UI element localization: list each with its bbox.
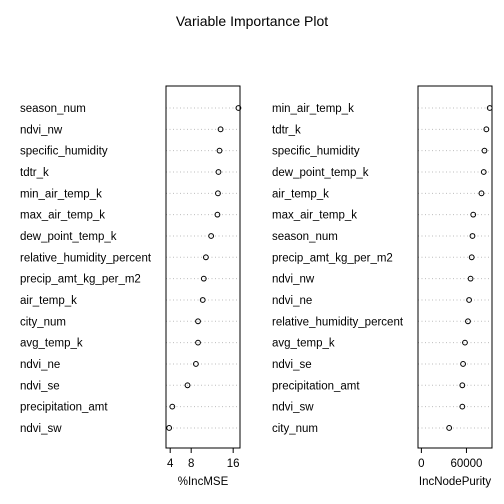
importance-point — [446, 425, 453, 431]
x-tick-label: 60000 — [450, 458, 482, 470]
variable-label: city_num — [272, 423, 318, 435]
importance-point — [166, 425, 173, 431]
importance-point — [462, 339, 468, 346]
variable-label: avg_temp_k — [20, 338, 83, 350]
importance-point — [459, 382, 466, 389]
importance-point — [215, 190, 221, 197]
variable-label: precip_amt_kg_per_m2 — [272, 252, 393, 264]
x-axis-label: IncNodePurity — [419, 476, 491, 488]
panel-incmse: season_num ndvi_nw specific_humidity tdtr_k… — [20, 85, 242, 488]
variable-label: ndvi_sw — [20, 423, 62, 435]
importance-point — [469, 233, 476, 239]
variable-label: season_num — [272, 231, 338, 243]
importance-point — [466, 297, 472, 303]
importance-point — [202, 254, 209, 261]
importance-point — [480, 169, 487, 175]
variable-label: min_air_temp_k — [20, 188, 102, 200]
variable-label: ndvi_se — [20, 380, 60, 392]
variable-label: dew_point_temp_k — [20, 231, 117, 243]
variable-label: precip_amt_kg_per_m2 — [20, 274, 141, 286]
figure-title: Variable Importance Plot — [176, 13, 328, 29]
importance-point — [199, 297, 206, 303]
variable-label: ndvi_ne — [272, 295, 312, 307]
variable-label: ndvi_sw — [272, 402, 314, 414]
variable-label: air_temp_k — [272, 188, 329, 200]
variable-label: season_num — [20, 103, 86, 115]
importance-point — [235, 105, 242, 111]
variable-label: ndvi_nw — [20, 124, 63, 136]
variable-label: ndvi_nw — [272, 274, 315, 286]
variable-label: relative_humidity_percent — [20, 252, 152, 264]
x-tick-label: 8 — [188, 458, 194, 470]
variable-label: precipitation_amt — [20, 402, 108, 414]
variable-label: dew_point_temp_k — [272, 167, 369, 179]
variable-label: city_num — [20, 316, 66, 328]
importance-point — [217, 126, 224, 133]
variable-label: precipitation_amt — [272, 380, 360, 392]
x-tick-label: 4 — [167, 458, 174, 470]
x-tick-label: 0 — [418, 458, 424, 470]
importance-point — [195, 339, 201, 346]
importance-point — [193, 361, 199, 367]
importance-point — [214, 211, 221, 218]
variable-label: max_air_temp_k — [20, 210, 105, 222]
importance-point — [460, 361, 466, 367]
importance-point — [216, 147, 223, 154]
variable-label: max_air_temp_k — [272, 210, 357, 222]
variable-label: ndvi_ne — [20, 359, 60, 371]
x-tick-label: 16 — [227, 458, 240, 470]
importance-point — [468, 254, 475, 261]
importance-point — [459, 403, 466, 410]
variable-label: specific_humidity — [272, 146, 360, 158]
importance-point — [208, 233, 215, 239]
variable-label: avg_temp_k — [272, 338, 335, 350]
importance-point — [215, 169, 222, 175]
variable-label: relative_humidity_percent — [272, 316, 404, 328]
variable-label: air_temp_k — [20, 295, 77, 307]
importance-point — [483, 126, 490, 133]
variable-label: tdtr_k — [20, 167, 49, 179]
variable-label: min_air_temp_k — [272, 103, 354, 115]
importance-point — [465, 318, 471, 325]
variable-label: tdtr_k — [272, 124, 301, 136]
variable-label: specific_humidity — [20, 146, 108, 158]
variable-label: ndvi_se — [272, 359, 312, 371]
plot-frame — [165, 85, 241, 449]
x-axis-label: %IncMSE — [178, 476, 229, 488]
importance-point — [481, 147, 488, 154]
importance-point — [200, 275, 207, 282]
importance-point — [169, 403, 176, 410]
importance-point — [195, 318, 201, 325]
plot-frame — [417, 85, 493, 449]
importance-point — [467, 275, 474, 282]
importance-point — [478, 190, 485, 197]
panel-incnodepurity: min_air_temp_k tdtr_k specific_humiditydew… — [272, 85, 493, 488]
importance-point — [470, 211, 477, 218]
importance-point — [184, 382, 191, 389]
